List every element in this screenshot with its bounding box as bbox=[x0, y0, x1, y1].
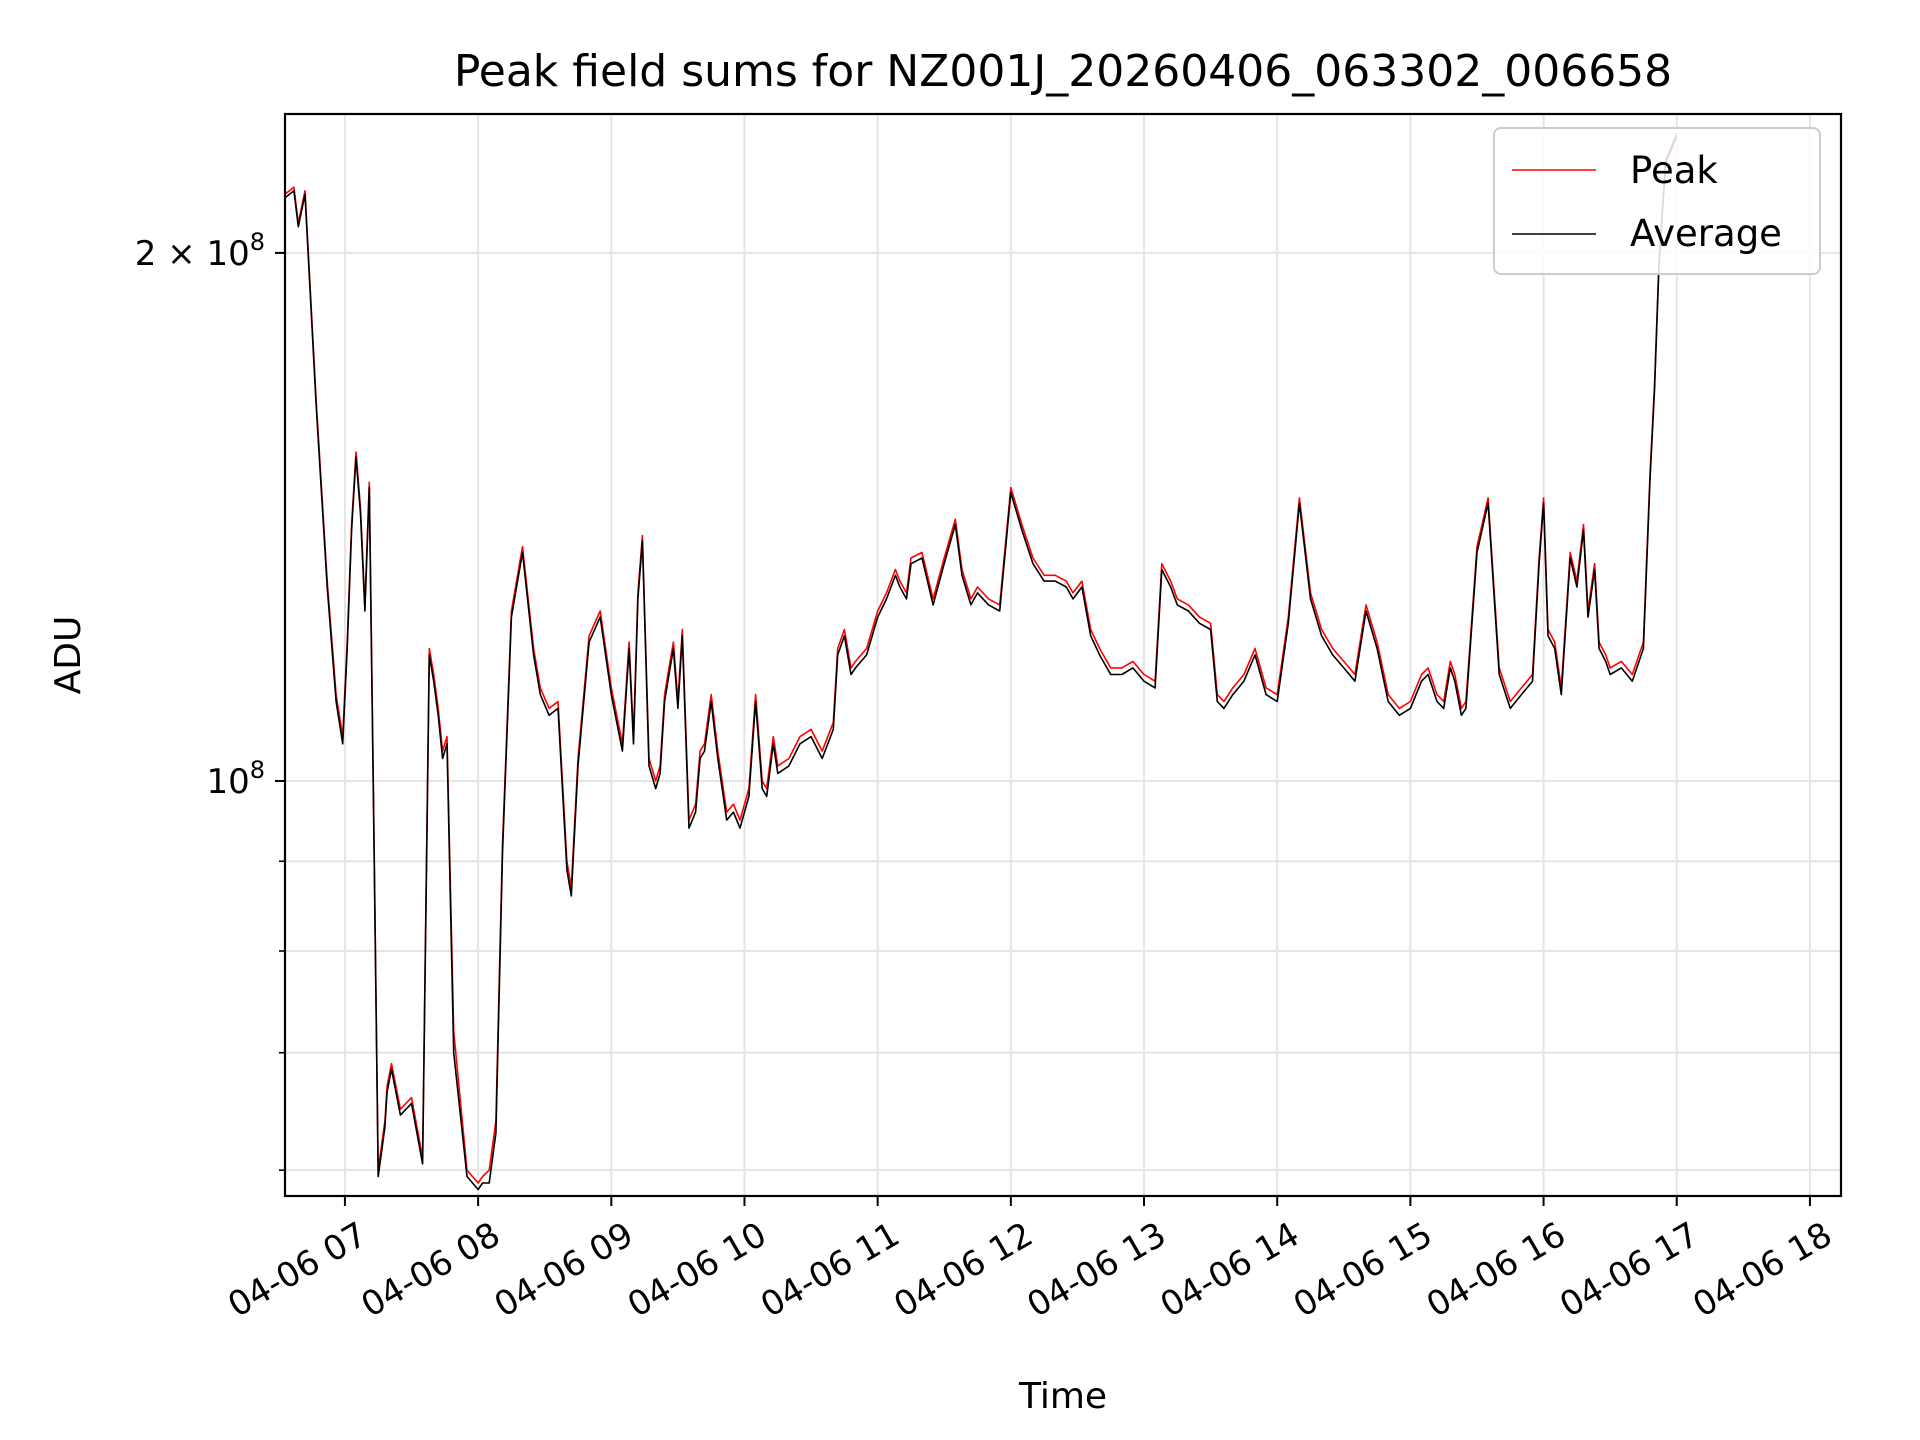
series-group bbox=[284, 132, 1678, 1191]
x-tick-label-10: 04-06 17 bbox=[1553, 1215, 1705, 1326]
chart-title: Peak field sums for NZ001J_20260406_0633… bbox=[454, 46, 1672, 97]
legend-box bbox=[1493, 127, 1821, 275]
x-tick-label-7: 04-06 14 bbox=[1154, 1215, 1306, 1326]
legend-label-average: Average bbox=[1630, 212, 1782, 255]
series-line-peak bbox=[284, 132, 1678, 1184]
legend-label-peak: Peak bbox=[1630, 149, 1718, 192]
x-tick-label-6: 04-06 13 bbox=[1021, 1215, 1173, 1326]
x-tick-label-3: 04-06 10 bbox=[621, 1215, 773, 1326]
x-tick-label-4: 04-06 11 bbox=[754, 1215, 906, 1326]
series-line-average bbox=[284, 136, 1678, 1191]
y-axis: 108 2 × 108 bbox=[135, 228, 285, 1171]
y-tick-label-0: 108 bbox=[206, 756, 265, 802]
x-tick-label-0: 04-06 07 bbox=[221, 1215, 373, 1326]
x-tick-label-5: 04-06 12 bbox=[887, 1215, 1039, 1326]
x-tick-label-11: 04-06 18 bbox=[1686, 1215, 1838, 1326]
x-tick-label-1: 04-06 08 bbox=[355, 1215, 507, 1326]
grid bbox=[285, 114, 1841, 1196]
x-tick-label-8: 04-06 15 bbox=[1287, 1215, 1439, 1326]
legend: Peak Average bbox=[1493, 127, 1821, 275]
y-axis-title: ADU bbox=[48, 616, 89, 695]
x-axis-title: Time bbox=[1018, 1376, 1107, 1417]
x-tick-label-9: 04-06 16 bbox=[1420, 1215, 1572, 1326]
y-tick-label-1: 2 × 108 bbox=[135, 228, 265, 274]
plot-area-frame bbox=[283, 112, 1843, 1198]
x-tick-label-2: 04-06 09 bbox=[488, 1215, 640, 1326]
